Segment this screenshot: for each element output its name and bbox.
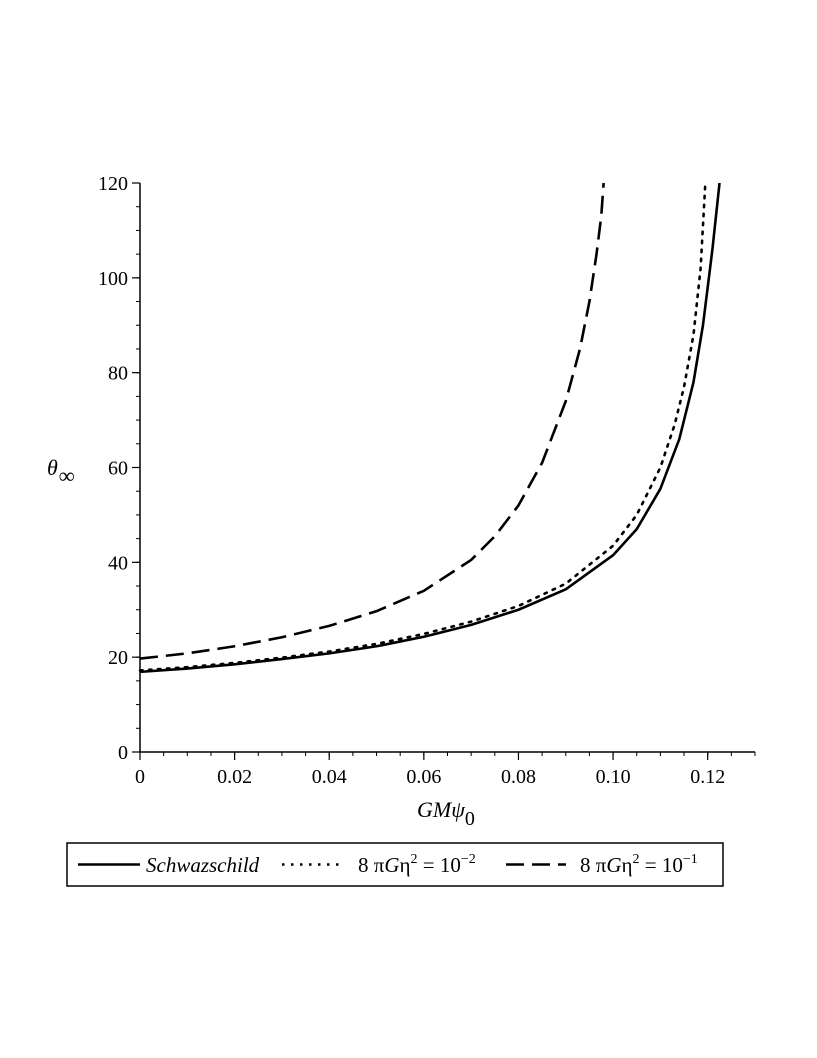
x-tick-label: 0.06 (406, 766, 441, 788)
y-tick-label: 20 (108, 647, 128, 669)
legend-label-eta-1e-1: 8 πGη2 = 10−1 (580, 852, 698, 877)
y-axis-label-main: θ (47, 455, 58, 480)
legend-frame (66, 842, 724, 887)
x-tick-label: 0.02 (217, 766, 252, 788)
legend-label-schwazschild: Schwazschild (146, 853, 260, 877)
legend: Schwazschild 8 πGη2 = 10−2 8 πGη2 = 10−1 (66, 842, 724, 887)
series-line-dotted (138, 181, 707, 672)
x-axis-label-subscript: 0 (465, 808, 475, 830)
y-axis-label: θ∞ (47, 455, 75, 488)
x-axis: 0 0.02 0.04 0.06 0.08 0.10 0.12 (135, 751, 756, 788)
x-tick-label: 0 (135, 766, 145, 788)
x-tick-label: 0.12 (690, 766, 725, 788)
series-layer (138, 181, 721, 674)
y-axis: 0 20 40 60 80 100 120 (98, 173, 141, 764)
x-tick-label: 0.10 (596, 766, 631, 788)
legend-label-eta-1e-2: 8 πGη2 = 10−2 (358, 852, 476, 877)
x-axis-label: GMψ0 (417, 797, 475, 830)
x-tick-label: 0.04 (312, 766, 347, 788)
y-axis-label-subscript: ∞ (59, 463, 75, 488)
x-axis-label-main: GMψ (417, 797, 465, 822)
y-tick-label: 120 (98, 173, 128, 195)
y-tick-label: 0 (118, 742, 128, 764)
y-tick-label: 40 (108, 552, 128, 574)
y-tick-label: 80 (108, 363, 128, 385)
series-line-dashed (139, 182, 605, 660)
y-tick-label: 100 (98, 268, 128, 290)
y-tick-label: 60 (108, 458, 128, 480)
x-tick-label: 0.08 (501, 766, 536, 788)
series-line-solid (139, 182, 721, 674)
